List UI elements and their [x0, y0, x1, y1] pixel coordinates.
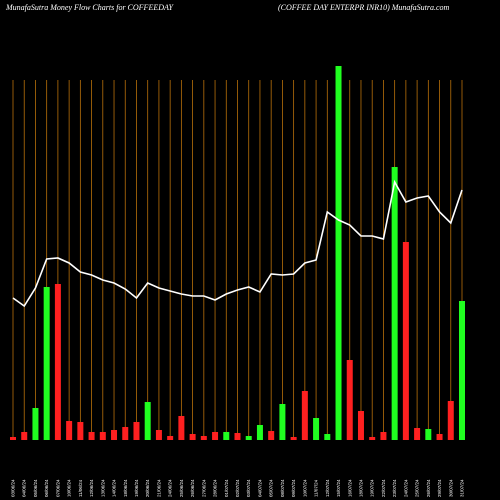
x-tick-label: 26/06/24 [190, 479, 195, 497]
x-tick-label: 12/06/24 [89, 479, 94, 497]
x-tick-label: 24/07/24 [403, 479, 408, 497]
bar [212, 432, 219, 440]
x-tick-label: 21/06/24 [156, 479, 161, 497]
bar [88, 432, 95, 440]
bar [346, 360, 353, 440]
bar [414, 428, 421, 440]
bar [133, 422, 140, 440]
chart-subtitle: (COFFEE DAY ENTERPR INR10) MunafaSutra.c… [278, 3, 450, 12]
bar [335, 66, 342, 440]
bar [43, 287, 50, 440]
x-tick-label: 23/07/24 [392, 479, 397, 497]
x-tick-label: 11/06/24 [78, 479, 83, 497]
x-tick-label: 03/07/24 [246, 479, 251, 497]
x-tick-label: 26/07/24 [426, 479, 431, 497]
x-tick-label: 29/07/24 [437, 479, 442, 497]
bar [111, 430, 118, 440]
x-tick-label: 30/07/24 [448, 479, 453, 497]
bar [402, 242, 409, 440]
x-tick-label: 25/06/24 [179, 479, 184, 497]
bar [279, 404, 286, 440]
x-tick-label: 04/07/24 [257, 479, 262, 497]
x-tick-label: 12/07/24 [325, 479, 330, 497]
x-tick-label: 14/06/24 [112, 479, 117, 497]
x-tick-label: 15/07/24 [336, 479, 341, 497]
x-tick-label: 19/06/24 [134, 479, 139, 497]
bar [436, 434, 443, 440]
x-tick-label: 10/07/24 [302, 479, 307, 497]
bar [32, 408, 39, 440]
bar [391, 167, 398, 440]
bar [357, 411, 364, 440]
bar [178, 416, 185, 440]
bar [122, 427, 129, 440]
bar [223, 432, 230, 440]
x-tick-label: 03/06/24 [11, 479, 16, 497]
bar [425, 429, 432, 440]
x-tick-label: 13/06/24 [100, 479, 105, 497]
x-tick-label: 27/06/24 [201, 479, 206, 497]
money-flow-line [12, 179, 463, 308]
x-tick-label: 05/06/24 [33, 479, 38, 497]
bar [256, 425, 263, 440]
x-tick-label: 08/07/24 [280, 479, 285, 497]
bar [10, 437, 16, 440]
x-tick-label: 16/07/24 [347, 479, 352, 497]
x-tick-label: 24/06/24 [168, 479, 173, 497]
x-tick-label: 20/06/24 [145, 479, 150, 497]
x-tick-label: 09/07/24 [291, 479, 296, 497]
x-tick-label: 28/06/24 [213, 479, 218, 497]
bar [167, 436, 174, 440]
bar [301, 391, 308, 440]
bar [54, 284, 61, 440]
bar [155, 430, 162, 440]
bar [144, 402, 151, 440]
x-tick-label: 01/07/24 [224, 479, 229, 497]
bar [380, 432, 387, 440]
bar [200, 436, 207, 440]
bar [21, 432, 28, 440]
bar [369, 437, 376, 440]
bar [66, 421, 73, 440]
x-tick-label: 06/06/24 [44, 479, 49, 497]
x-tick-label: 04/06/24 [22, 479, 27, 497]
x-tick-label: 05/07/24 [269, 479, 274, 497]
bar [313, 418, 320, 440]
x-tick-label: 31/07/24 [460, 479, 465, 497]
bar [290, 437, 297, 440]
bar [245, 436, 252, 440]
x-tick-label: 11/07/24 [314, 479, 319, 497]
x-tick-label: 18/06/24 [123, 479, 128, 497]
bar [99, 432, 106, 440]
x-tick-label: 25/07/24 [415, 479, 420, 497]
bar [77, 422, 84, 440]
x-tick-label: 18/07/24 [358, 479, 363, 497]
x-tick-label: 07/06/24 [55, 479, 60, 497]
x-tick-label: 02/07/24 [235, 479, 240, 497]
x-tick-label: 22/07/24 [381, 479, 386, 497]
bar [189, 434, 196, 440]
bar [234, 433, 241, 440]
bar [459, 301, 465, 440]
bar [268, 431, 275, 440]
bar [447, 401, 454, 440]
x-tick-label: 10/06/24 [67, 479, 72, 497]
chart-title: MunafaSutra Money Flow Charts for COFFEE… [5, 3, 174, 12]
x-tick-label: 19/07/24 [370, 479, 375, 497]
bar [324, 434, 331, 440]
